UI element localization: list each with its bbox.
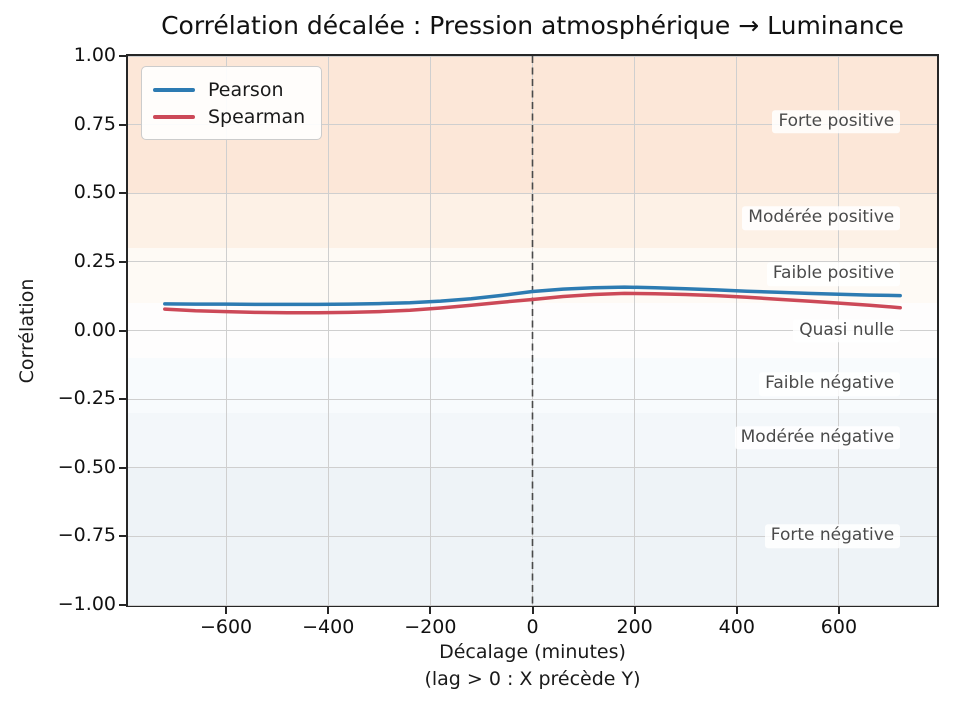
legend-item-spearman: Spearman — [153, 103, 305, 130]
y-tick-label: 0.75 — [73, 112, 116, 135]
zone-label-faible-negative: Faible négative — [759, 372, 901, 396]
y-gridline — [128, 192, 937, 194]
pearson-legend-swatch — [153, 87, 195, 92]
y-gridline — [128, 330, 937, 331]
spearman-line — [163, 291, 902, 315]
y-tick-label: −0.50 — [57, 455, 116, 478]
y-tick-label: −0.25 — [57, 387, 116, 410]
x-tick-mark — [327, 607, 330, 614]
y-gridline — [128, 124, 937, 126]
y-gridline — [128, 604, 937, 606]
x-tick-mark — [633, 607, 636, 614]
x-axis-sublabel: (lag > 0 : X précède Y) — [424, 668, 641, 690]
y-tick-label: −0.75 — [57, 524, 116, 547]
x-tick-label: −400 — [302, 616, 355, 638]
y-tick-mark — [119, 260, 126, 263]
x-tick-mark — [429, 607, 432, 614]
legend-item-pearson: Pearson — [153, 76, 305, 103]
x-tick-label: 400 — [718, 616, 755, 638]
spearman-legend-swatch — [153, 114, 195, 119]
y-gridline — [128, 467, 937, 469]
chart-title: Corrélation décalée : Pression atmosphér… — [161, 11, 904, 40]
y-tick-label: 0.00 — [73, 318, 116, 341]
zone-label-moderee-positive: Modérée positive — [742, 206, 901, 230]
y-tick-label: 1.00 — [73, 44, 116, 66]
zone-label-moderee-negative: Modérée négative — [734, 425, 901, 450]
y-tick-mark — [119, 329, 126, 332]
y-tick-mark — [119, 55, 126, 57]
x-tick-label: 600 — [820, 616, 858, 638]
zone-label-quasi-nulle: Quasi nulle — [793, 318, 901, 343]
x-tick-label: −200 — [404, 616, 457, 638]
x-tick-label: 0 — [526, 616, 539, 638]
y-gridline — [128, 261, 937, 263]
y-tick-mark — [119, 535, 126, 538]
y-gridline — [128, 398, 937, 400]
legend: Pearson Spearman — [141, 66, 323, 140]
y-tick-mark — [119, 604, 126, 606]
chart-canvas — [163, 56, 902, 605]
zone-label-forte-negative: Forte négative — [764, 524, 901, 549]
x-tick-mark — [225, 607, 228, 614]
y-tick-label: −1.00 — [57, 593, 116, 615]
x-tick-label: 200 — [616, 616, 653, 638]
y-tick-mark — [119, 192, 126, 195]
x-tick-mark — [735, 607, 738, 614]
plot-area: Forte positive Modérée positive Faible pos… — [126, 54, 939, 607]
y-tick-mark — [119, 123, 126, 126]
zone-label-faible-positive: Faible positive — [766, 262, 901, 286]
pearson-line — [163, 285, 902, 307]
y-tick-mark — [119, 398, 126, 401]
zone-label-forte-positive: Forte positive — [772, 110, 901, 134]
y-tick-label: 0.50 — [73, 181, 116, 204]
x-tick-label: −600 — [199, 616, 253, 638]
y-tick-mark — [119, 466, 126, 469]
x-tick-mark — [837, 607, 840, 614]
y-gridline — [128, 535, 937, 537]
y-tick-label: 0.25 — [73, 249, 116, 272]
pearson-legend-label: Pearson — [208, 78, 284, 101]
x-axis-label: Décalage (minutes) — [439, 641, 626, 663]
x-tick-mark — [531, 607, 534, 614]
spearman-legend-label: Spearman — [208, 105, 306, 128]
